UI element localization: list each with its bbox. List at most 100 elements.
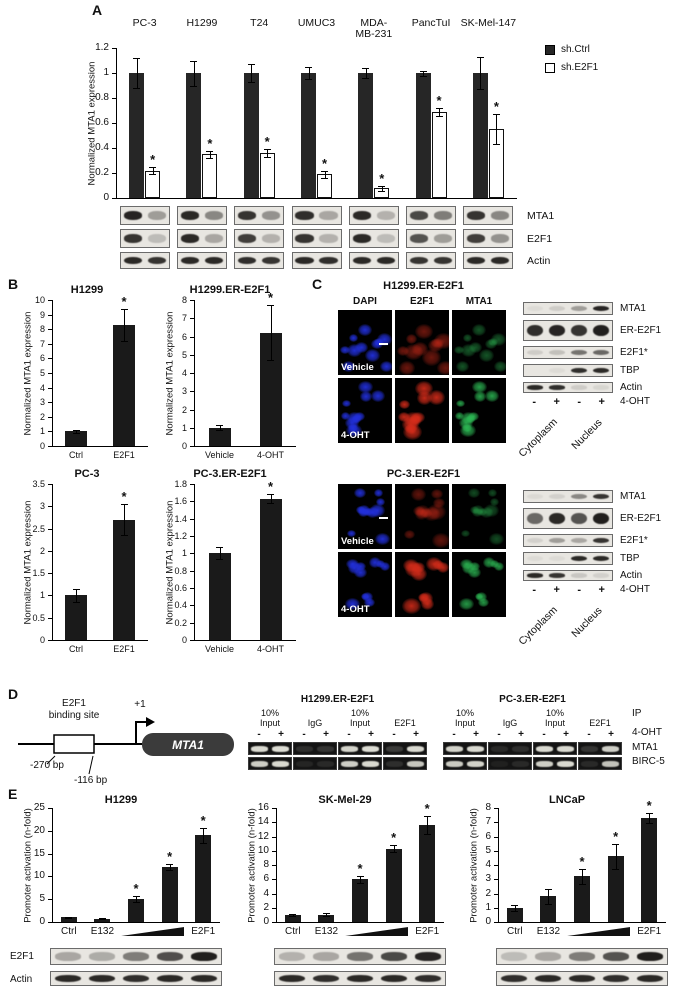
gel-band xyxy=(362,761,379,767)
skmel29-promoter-activation-chart: SK-Mel-29 Promoter activation (n-fold) 0 2 4… xyxy=(240,794,450,946)
y-tick-label: 1.4 xyxy=(174,513,187,524)
pc3-er-e2f1-mta1-expression-chart: PC-3.ER-E2F1 Normalized MTA1 expression 0 0… xyxy=(156,468,304,658)
gel-band xyxy=(467,761,484,767)
actin-blot-sk-mel-29 xyxy=(274,971,446,986)
y-axis xyxy=(52,300,53,446)
error-bar-cap xyxy=(120,308,128,310)
y-tick-label: 4 xyxy=(181,368,187,378)
error-bar-cap xyxy=(321,178,328,179)
bar xyxy=(540,896,557,922)
y-tick-label: 0 xyxy=(103,192,109,203)
western-blot-strip xyxy=(523,346,613,359)
cell-nucleus xyxy=(493,360,506,373)
fraction-label: Nucleus xyxy=(568,416,605,453)
error-bar-line xyxy=(209,150,211,158)
binding-site-label-line2: binding site xyxy=(49,710,100,721)
lncap-promoter-activation-chart: LNCaP Promoter activation (n-fold) 0 1 2 3 4 5 6… xyxy=(462,794,672,946)
y-tick xyxy=(48,876,52,878)
treatment-sign: + xyxy=(473,729,479,740)
y-tick-label: 8 xyxy=(39,324,45,335)
gel-lane-group-label: E2F1 xyxy=(394,718,416,728)
western-blot-strip xyxy=(523,552,613,565)
cell-nucleus xyxy=(347,344,363,358)
treatment-overlay-label: Vehicle xyxy=(341,362,374,373)
gel-band xyxy=(317,761,334,767)
protein-band xyxy=(570,537,588,544)
gel-band xyxy=(581,761,598,767)
gel-band xyxy=(272,761,289,767)
protein-band xyxy=(433,256,453,265)
if-image-mta1 xyxy=(452,552,506,617)
y-tick xyxy=(48,506,52,508)
error-bar-cap xyxy=(120,340,128,342)
x-axis xyxy=(52,640,148,641)
if-image-grid-pc3: Vehicle 4-OHT xyxy=(338,484,509,617)
error-bar-cap xyxy=(390,845,398,847)
bar xyxy=(60,917,77,922)
y-tick xyxy=(48,808,52,809)
protein-band xyxy=(123,234,142,243)
gel-band xyxy=(296,761,313,767)
cell-nucleus xyxy=(472,323,487,336)
y-axis xyxy=(194,484,195,640)
chip-gel-h1299: H1299.ER-E2F1 10% Input IgG 10% Input E2F1- +… xyxy=(248,694,429,778)
actin-blot-row-label: Actin xyxy=(10,974,33,985)
y-tick-label: 0 xyxy=(263,916,269,927)
cell-nucleus xyxy=(432,560,444,570)
error-bar-line xyxy=(360,875,361,883)
y-tick-label: 0.6 xyxy=(95,117,109,128)
significance-asterisk: * xyxy=(133,881,139,897)
significance-asterisk: * xyxy=(579,853,585,869)
protein-band xyxy=(592,349,610,356)
western-blot-strip xyxy=(348,206,399,225)
error-bar-cap xyxy=(65,918,73,920)
cell-nucleus xyxy=(484,503,500,517)
protein-band xyxy=(570,349,588,356)
western-blot-strip xyxy=(523,570,613,581)
error-bar-cap xyxy=(612,869,620,871)
significance-asterisk: * xyxy=(391,830,397,846)
error-bar-cap xyxy=(645,812,653,814)
protein-band xyxy=(409,234,429,243)
gel-band xyxy=(407,761,424,767)
error-bar-line xyxy=(308,66,310,80)
error-bar-line xyxy=(292,913,294,916)
protein-band xyxy=(147,256,166,265)
cell-nucleus xyxy=(404,529,416,540)
protein-band xyxy=(526,537,544,544)
cell-nucleus xyxy=(379,562,390,571)
error-bar-line xyxy=(124,504,125,536)
error-bar-line xyxy=(423,70,425,76)
y-tick-label: 0 xyxy=(39,916,45,927)
if-image-e2f1 xyxy=(395,378,449,443)
y-tick xyxy=(48,550,52,552)
y-tick xyxy=(48,640,52,641)
gel-band xyxy=(362,746,379,752)
x-axis xyxy=(276,922,444,923)
bar xyxy=(284,914,301,922)
error-bar-cap xyxy=(578,884,586,886)
cell-nucleus xyxy=(467,488,480,499)
error-bar-cap xyxy=(72,429,80,431)
category-label: E2F1 xyxy=(113,450,135,460)
cell-nucleus xyxy=(404,344,424,361)
y-tick xyxy=(494,907,498,909)
error-bar-line xyxy=(203,828,205,843)
y-tick-label: 7 xyxy=(485,816,491,828)
y-tick xyxy=(190,373,194,374)
error-bar-line xyxy=(514,904,516,911)
protein-band xyxy=(592,537,610,544)
bar xyxy=(259,332,282,446)
treatment-sign: - xyxy=(532,584,537,596)
protein-band xyxy=(89,974,115,983)
error-bar-cap xyxy=(356,882,364,884)
bar xyxy=(128,899,144,922)
y-tick xyxy=(272,907,276,909)
western-blot-strip xyxy=(523,508,613,529)
category-label: Ctrl xyxy=(69,644,83,654)
protein-band xyxy=(592,493,610,500)
y-tick xyxy=(190,484,194,485)
y-tick-label: 0 xyxy=(181,635,187,645)
cell-nucleus xyxy=(422,506,440,522)
cell-nucleus xyxy=(461,529,471,538)
